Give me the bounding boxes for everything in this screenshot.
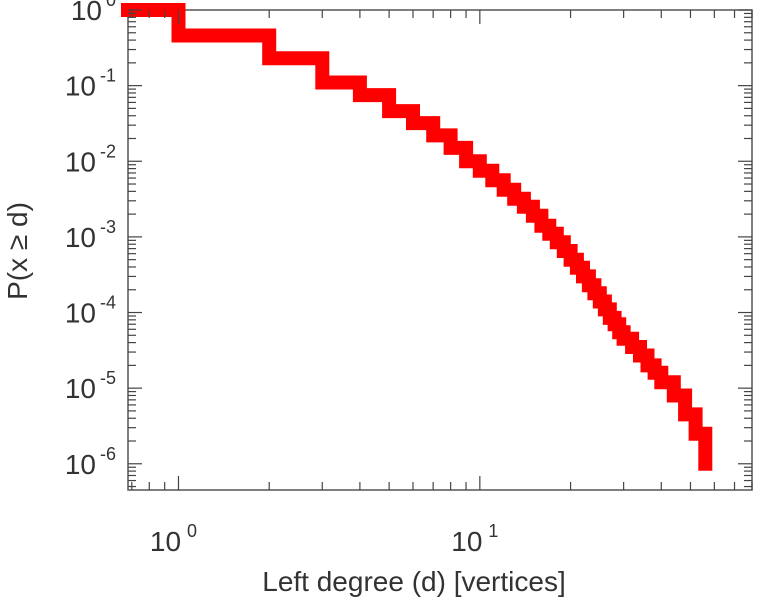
series-line-ccdf bbox=[121, 3, 713, 471]
x-axis-title: Left degree (d) [vertices] bbox=[262, 566, 565, 597]
y-tick-label: 10 -4 bbox=[65, 293, 116, 329]
x-tick-label: 10 0 bbox=[150, 521, 197, 557]
y-tick-label: 10 -1 bbox=[65, 66, 116, 102]
axis-ticks bbox=[128, 9, 753, 490]
plot-border bbox=[127, 9, 753, 491]
y-tick-label: 10 -6 bbox=[65, 444, 116, 480]
y-tick-label: 10 -2 bbox=[65, 141, 116, 177]
x-tick-label: 10 1 bbox=[451, 521, 498, 557]
y-tick-label: 10 -5 bbox=[65, 368, 116, 404]
y-axis-title: P(x ≥ d) bbox=[2, 202, 33, 300]
y-tick-label: 10 0 bbox=[71, 0, 116, 26]
y-tick-label: 10 -3 bbox=[65, 217, 116, 253]
plot-frame bbox=[127, 9, 753, 491]
plot-series bbox=[121, 3, 713, 471]
